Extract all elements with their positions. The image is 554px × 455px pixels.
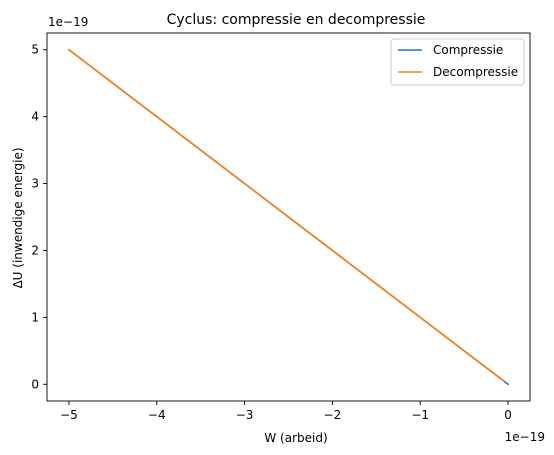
x-tick-label: −5 bbox=[60, 408, 78, 422]
legend-label: Decompressie bbox=[433, 65, 518, 79]
x-axis-label: W (arbeid) bbox=[264, 431, 327, 445]
y-tick-label: 0 bbox=[31, 377, 39, 391]
y-tick-label: 2 bbox=[31, 243, 39, 257]
x-tick-label: −2 bbox=[324, 408, 342, 422]
y-tick-label: 3 bbox=[31, 177, 39, 191]
legend: Compressie Decompressie bbox=[390, 38, 525, 86]
legend-label: Compressie bbox=[433, 43, 503, 57]
axis-ticks: −5 −4 −3 −2 −1 0 0 1 2 3 4 5 bbox=[31, 43, 512, 422]
chart-title: Cyclus: compressie en decompressie bbox=[167, 12, 426, 28]
plot-frame bbox=[46, 32, 531, 402]
y-tick-label: 5 bbox=[31, 43, 39, 57]
x-offset-text: 1e−19 bbox=[505, 430, 545, 444]
series-line-decompressie bbox=[67, 48, 505, 383]
series-lines bbox=[67, 48, 510, 386]
x-tick-label: −4 bbox=[148, 408, 166, 422]
y-offset-text: 1e−19 bbox=[48, 15, 88, 29]
legend-box bbox=[390, 38, 525, 86]
x-tick-label: 0 bbox=[504, 408, 512, 422]
y-tick-label: 1 bbox=[31, 310, 39, 324]
y-tick-label: 4 bbox=[31, 110, 39, 124]
x-tick-label: −1 bbox=[411, 408, 429, 422]
x-tick-label: −3 bbox=[236, 408, 254, 422]
y-axis-label: ΔU (inwendige energie) bbox=[11, 147, 25, 288]
